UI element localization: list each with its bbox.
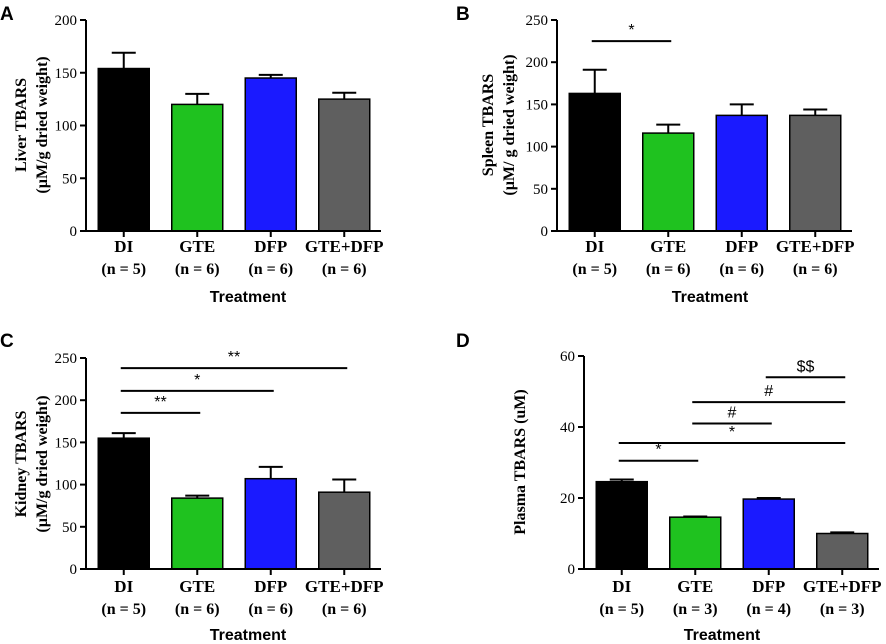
category-label: DFP <box>752 577 785 596</box>
n-label: (n = 5) <box>101 261 146 278</box>
panel-label: A <box>0 4 14 25</box>
significance-label: * <box>194 372 200 389</box>
y-axis-label: Liver TBARS <box>13 78 30 172</box>
significance-label: # <box>728 404 737 421</box>
category-label: GTE+DFP <box>803 577 882 596</box>
n-label: (n = 5) <box>101 601 146 618</box>
panel-label: C <box>0 331 14 352</box>
bar-gte <box>642 132 695 232</box>
y-tick-label: 40 <box>560 420 575 436</box>
panel-b: B 0 50 100 150 200 250 DI (n = 5) GTE (n = 6) DFP (n… <box>456 4 855 306</box>
n-label: (n = 6) <box>793 261 838 278</box>
n-label: (n = 3) <box>820 601 865 618</box>
panel-label: D <box>456 331 470 352</box>
category-label: GTE <box>650 237 686 256</box>
significance-label: * <box>729 424 735 441</box>
n-label: (n = 4) <box>746 601 791 618</box>
significance-label: $$ <box>797 358 815 375</box>
y-tick-label: 60 <box>560 349 575 365</box>
y-tick-label: 150 <box>55 435 78 451</box>
bar-dfp <box>742 498 795 570</box>
y-tick-label: 50 <box>62 520 77 536</box>
y-tick-label: 0 <box>70 224 78 240</box>
y-tick-label: 100 <box>55 478 78 494</box>
n-label: (n = 5) <box>572 261 617 278</box>
category-label: DI <box>114 237 133 256</box>
y-axis-label: Plasma TBARS (uM) <box>512 389 529 535</box>
n-label: (n = 3) <box>673 601 718 618</box>
y-tick-label: 250 <box>55 351 78 367</box>
category-label: DI <box>114 577 133 596</box>
category-label: DI <box>612 577 631 596</box>
bar-dfp <box>715 114 768 232</box>
n-label: (n = 6) <box>175 601 220 618</box>
n-label: (n = 6) <box>322 601 367 618</box>
bar-gte-dfp <box>318 98 371 232</box>
category-label: DFP <box>254 237 287 256</box>
y-tick-label: 200 <box>526 55 549 71</box>
category-label: GTE+DFP <box>305 577 384 596</box>
bar-di <box>97 67 150 232</box>
category-label: DFP <box>254 577 287 596</box>
y-tick-label: 50 <box>533 182 548 198</box>
y-axis-label: (µM/ g dried weight) <box>501 54 518 195</box>
bar-gte <box>171 497 224 570</box>
significance-label: ** <box>228 349 240 366</box>
n-label: (n = 6) <box>322 261 367 278</box>
bar-di <box>568 92 621 232</box>
panel-d: D 0 20 40 60 DI (n = 5) GTE (n = 3) DFP (n = 4) GTE… <box>456 331 882 644</box>
x-axis-label: Treatment <box>672 289 749 306</box>
x-axis-label: Treatment <box>684 627 761 644</box>
bar-gte-dfp <box>789 114 842 232</box>
bar-gte-dfp <box>816 532 869 570</box>
significance-label: # <box>764 383 773 400</box>
panel-c: C 0 50 100 150 200 250 DI (n = 5) GTE (n = 6) DFP (n… <box>0 331 384 644</box>
bar-di <box>595 480 648 570</box>
bar-di <box>97 437 150 570</box>
y-tick-label: 200 <box>55 393 78 409</box>
n-label: (n = 6) <box>175 261 220 278</box>
y-tick-label: 250 <box>526 13 549 29</box>
y-tick-label: 100 <box>55 119 78 135</box>
bar-dfp <box>244 77 297 232</box>
significance-label: ** <box>154 394 166 411</box>
y-tick-label: 0 <box>541 224 549 240</box>
y-tick-label: 0 <box>70 562 78 578</box>
category-label: GTE <box>677 577 713 596</box>
x-axis-label: Treatment <box>210 627 287 644</box>
x-axis-label: Treatment <box>210 289 287 306</box>
significance-label: * <box>628 22 634 39</box>
category-label: DFP <box>725 237 758 256</box>
n-label: (n = 6) <box>646 261 691 278</box>
panel-label: B <box>456 4 470 25</box>
n-label: (n = 5) <box>599 601 644 618</box>
category-label: GTE <box>179 577 215 596</box>
y-axis-label: (µM/g dried weight) <box>34 395 51 532</box>
y-tick-label: 200 <box>55 13 78 29</box>
y-tick-label: 0 <box>568 562 576 578</box>
n-label: (n = 6) <box>719 261 764 278</box>
y-axis-label: Spleen TBARS <box>480 74 497 177</box>
bar-dfp <box>244 477 297 570</box>
bar-gte <box>669 516 722 570</box>
n-label: (n = 6) <box>248 261 293 278</box>
y-tick-label: 50 <box>62 171 77 187</box>
category-label: GTE+DFP <box>776 237 855 256</box>
n-label: (n = 6) <box>248 601 293 618</box>
y-tick-label: 20 <box>560 491 575 507</box>
y-tick-label: 100 <box>526 140 549 156</box>
y-axis-label: (µM/g dried weight) <box>34 56 51 193</box>
panel-a: A 0 50 100 150 200 DI (n = 5) GTE (n = 6) DFP (n = … <box>0 4 384 306</box>
category-label: GTE+DFP <box>305 237 384 256</box>
category-label: GTE <box>179 237 215 256</box>
y-tick-label: 150 <box>526 97 549 113</box>
bar-gte-dfp <box>318 491 371 570</box>
bar-gte <box>171 103 224 232</box>
category-label: DI <box>585 237 604 256</box>
y-tick-label: 150 <box>55 66 78 82</box>
significance-label: * <box>655 442 661 459</box>
y-axis-label: Kidney TBARS <box>13 410 30 517</box>
